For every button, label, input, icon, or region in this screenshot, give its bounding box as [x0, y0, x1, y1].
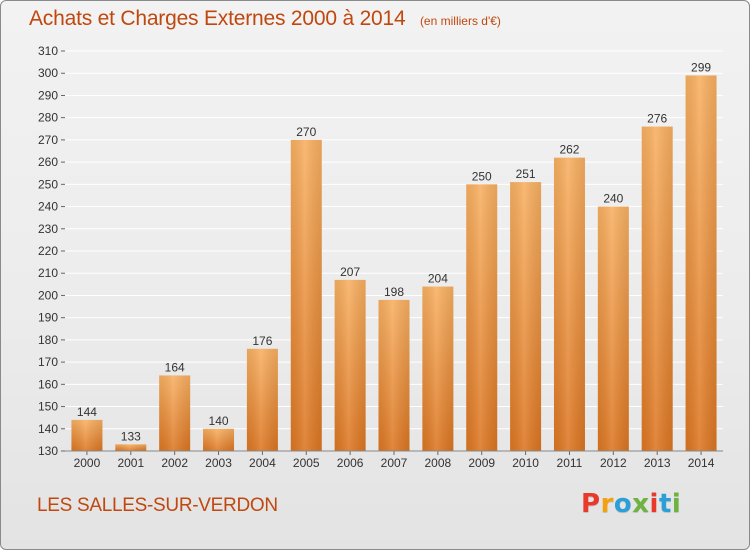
- data-label: 299: [691, 60, 711, 74]
- bars: [71, 75, 717, 452]
- x-tick-label: 2012: [600, 456, 627, 470]
- y-tick-label: 310: [38, 44, 58, 58]
- x-tick-label: 2011: [557, 456, 583, 470]
- logo-letter: P: [581, 489, 601, 519]
- x-tick-label: 2009: [468, 456, 495, 470]
- y-tick-label: 290: [38, 88, 58, 102]
- proxiti-logo: Proxiti: [581, 489, 681, 519]
- logo-letter: x: [632, 489, 650, 519]
- bar-shine: [378, 299, 410, 451]
- location-label: LES SALLES-SUR-VERDON: [37, 495, 278, 516]
- data-label: 204: [428, 272, 448, 286]
- y-tick-label: 170: [38, 355, 58, 369]
- x-axis-ticks: 2000 2001 2002 2003 2004 2005 2006 2007 2008 2009…: [74, 451, 715, 470]
- logo-letter: t: [658, 489, 672, 519]
- y-tick-label: 140: [38, 422, 58, 436]
- data-label: 240: [603, 192, 623, 206]
- bar-shine: [246, 348, 278, 451]
- data-label: 133: [121, 429, 141, 443]
- bar-shine: [203, 428, 235, 451]
- data-label: 176: [252, 334, 272, 348]
- x-tick-label: 2005: [293, 456, 320, 470]
- bar-shine: [466, 184, 498, 452]
- x-tick-label: 2008: [425, 456, 452, 470]
- y-tick-label: 180: [38, 333, 58, 347]
- y-tick-label: 230: [38, 222, 58, 236]
- bar-shine: [553, 157, 585, 451]
- x-tick-label: 2002: [161, 456, 188, 470]
- y-tick-label: 190: [38, 311, 58, 325]
- data-label: 140: [209, 414, 229, 428]
- y-tick-label: 160: [38, 377, 58, 391]
- data-label: 207: [340, 265, 360, 279]
- x-tick-label: 2006: [337, 456, 364, 470]
- bar-shine: [115, 444, 147, 451]
- data-labels: 144 133 164 140 176 270 207 198 204 250 251 262 240 2…: [77, 60, 711, 443]
- y-tick-label: 260: [38, 155, 58, 169]
- bar-shine: [71, 419, 103, 451]
- y-tick-label: 240: [38, 200, 58, 214]
- data-label: 198: [384, 285, 404, 299]
- x-tick-label: 2010: [512, 456, 539, 470]
- y-tick-label: 300: [38, 66, 58, 80]
- bar-shine: [290, 139, 322, 451]
- y-axis-ticks: 130 140 150 160 170 180 190 200 210 220 230 240 250 2…: [38, 44, 65, 458]
- chart-subtitle: (en milliers d'€): [419, 14, 501, 28]
- y-tick-label: 130: [38, 444, 58, 458]
- x-tick-label: 2001: [117, 456, 144, 470]
- y-tick-label: 220: [38, 244, 58, 258]
- x-tick-label: 2000: [74, 456, 101, 470]
- bar-shine: [641, 126, 673, 452]
- bar-shine: [334, 279, 366, 451]
- y-tick-label: 250: [38, 177, 58, 191]
- data-label: 262: [559, 143, 579, 157]
- bar-shine: [422, 286, 454, 451]
- bar-shine: [685, 75, 717, 451]
- logo-letter: o: [613, 489, 633, 519]
- logo-letter: i: [649, 489, 659, 519]
- data-label: 251: [516, 167, 536, 181]
- logo-letter: r: [600, 489, 614, 519]
- data-label: 276: [647, 112, 667, 126]
- bar-shine: [597, 206, 629, 451]
- y-tick-label: 150: [38, 400, 58, 414]
- chart-title-group: Achats et Charges Externes 2000 à 2014 (…: [29, 7, 501, 31]
- x-tick-label: 2014: [688, 456, 715, 470]
- x-tick-label: 2007: [381, 456, 408, 470]
- logo-letter: i: [671, 489, 682, 519]
- x-tick-label: 2013: [644, 456, 671, 470]
- y-tick-label: 270: [38, 133, 58, 147]
- bar-shine: [510, 182, 542, 451]
- y-tick-label: 210: [38, 266, 58, 280]
- y-tick-label: 200: [38, 288, 58, 302]
- x-tick-label: 2004: [249, 456, 276, 470]
- bar-shine: [159, 375, 191, 451]
- data-label: 270: [296, 125, 316, 139]
- y-tick-label: 280: [38, 111, 58, 125]
- data-label: 164: [165, 360, 185, 374]
- data-label: 250: [472, 169, 492, 183]
- chart-title: Achats et Charges Externes 2000 à 2014: [29, 7, 406, 30]
- data-label: 144: [77, 405, 97, 419]
- x-tick-label: 2003: [205, 456, 232, 470]
